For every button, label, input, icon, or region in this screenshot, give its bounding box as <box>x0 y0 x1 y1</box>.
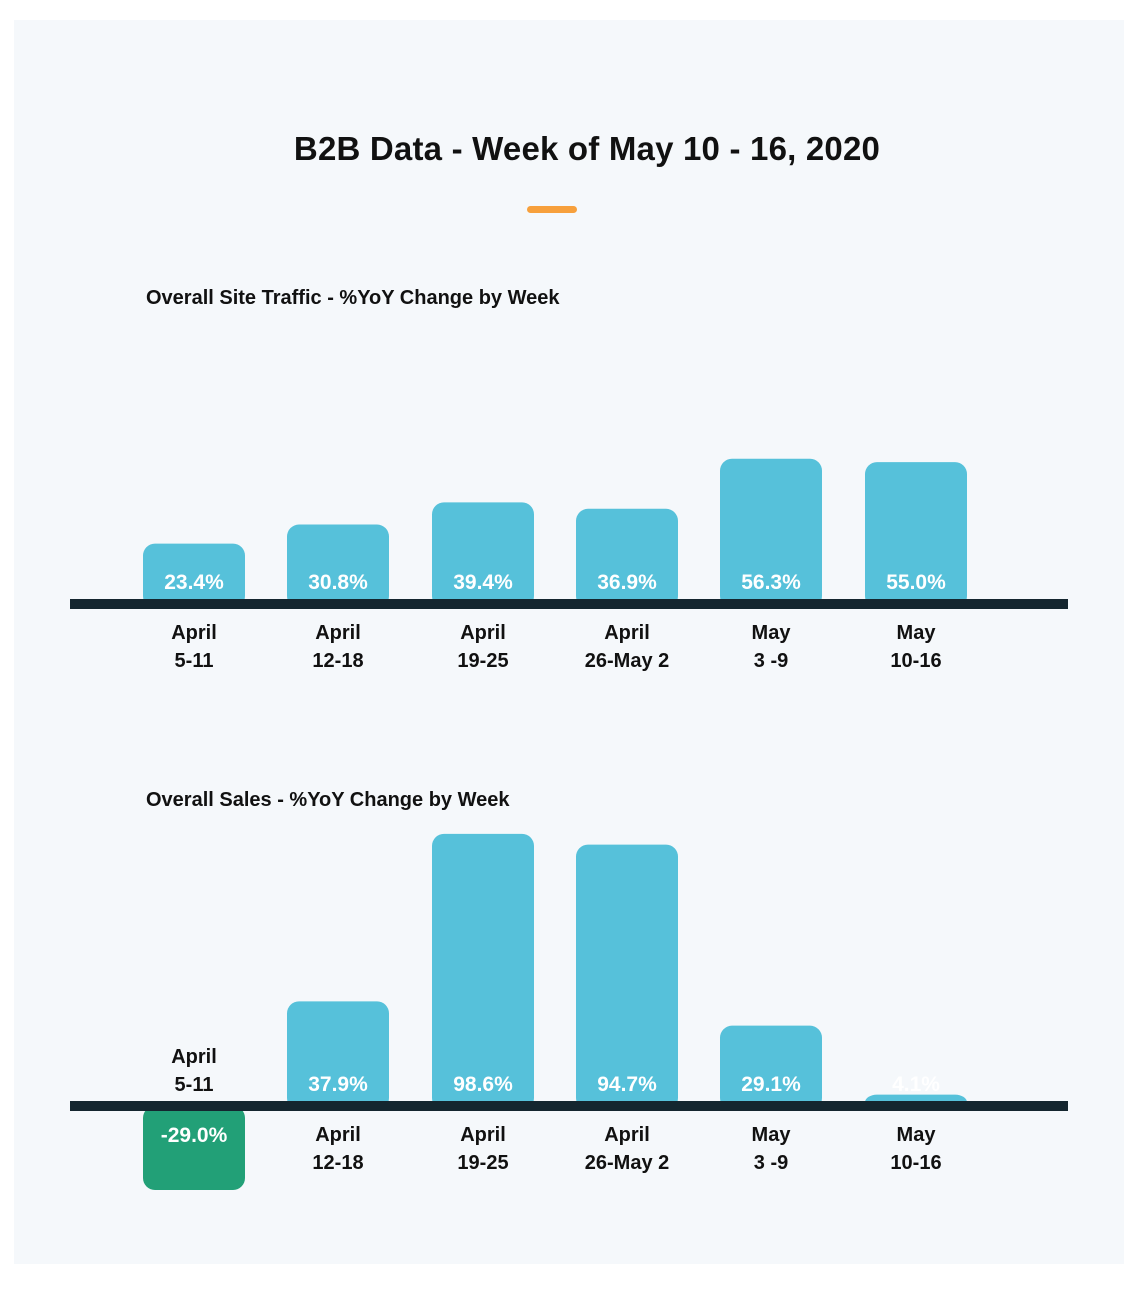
sales-tick-label-1-line-2: 5-11 <box>175 1074 214 1096</box>
sales-chart-title: Overall Sales - %YoY Change by Week <box>146 789 510 811</box>
sales-data-label-2: 37.9% <box>308 1073 368 1096</box>
sales-bar-1 <box>143 1106 245 1191</box>
traffic-axis-line <box>70 599 1068 609</box>
sales-data-label-4: 94.7% <box>597 1073 657 1096</box>
traffic-tick-label-6-line-1: May <box>897 622 937 644</box>
traffic-data-label-1: 23.4% <box>164 571 224 594</box>
sales-tick-label-2-line-2: 12-18 <box>312 1152 363 1174</box>
sales-data-label-6: 4.1% <box>892 1073 940 1096</box>
sales-axis-line <box>70 1101 1068 1111</box>
sales-bar-5 <box>720 1025 822 1110</box>
traffic-bar-3 <box>432 502 534 608</box>
chart-card <box>14 20 1124 1264</box>
traffic-tick-label-4-line-2: 26-May 2 <box>585 650 670 672</box>
traffic-tick-label-5-line-1: May <box>752 622 792 644</box>
sales-tick-label-3-line-2: 19-25 <box>457 1152 508 1174</box>
traffic-data-label-2: 30.8% <box>308 571 368 594</box>
traffic-tick-label-4-line-1: April <box>604 622 650 644</box>
traffic-tick-label-3-line-1: April <box>460 622 506 644</box>
sales-tick-label-5-line-2: 3 -9 <box>754 1152 788 1174</box>
traffic-tick-label-3-line-2: 19-25 <box>457 650 508 672</box>
traffic-tick-label-2-line-1: April <box>315 622 361 644</box>
traffic-data-label-3: 39.4% <box>453 571 513 594</box>
title-accent-bar <box>527 206 577 213</box>
traffic-tick-label-6-line-2: 10-16 <box>890 650 941 672</box>
traffic-bar-5 <box>720 458 822 608</box>
traffic-bar-6 <box>865 462 967 608</box>
sales-tick-label-5-line-1: May <box>752 1124 792 1146</box>
sales-data-label-3: 98.6% <box>453 1073 513 1096</box>
traffic-data-label-6: 55.0% <box>886 571 946 594</box>
traffic-bar-1 <box>143 543 245 608</box>
traffic-bar-4 <box>576 508 678 608</box>
sales-tick-label-6-line-2: 10-16 <box>890 1152 941 1174</box>
sales-bar-4 <box>576 844 678 1110</box>
sales-bar-2 <box>287 1001 389 1110</box>
sales-data-label-1: -29.0% <box>161 1124 228 1147</box>
traffic-tick-label-1-line-1: April <box>171 622 217 644</box>
sales-bar-3 <box>432 833 534 1110</box>
traffic-chart-title: Overall Site Traffic - %YoY Change by We… <box>146 287 560 309</box>
sales-tick-label-3-line-1: April <box>460 1124 506 1146</box>
traffic-tick-label-5-line-2: 3 -9 <box>754 650 788 672</box>
traffic-bar-2 <box>287 524 389 608</box>
traffic-data-label-5: 56.3% <box>741 571 801 594</box>
sales-tick-label-1-line-1: April <box>171 1046 217 1068</box>
sales-data-label-5: 29.1% <box>741 1073 801 1096</box>
sales-tick-label-4-line-2: 26-May 2 <box>585 1152 670 1174</box>
sales-tick-label-4-line-1: April <box>604 1124 650 1146</box>
traffic-tick-label-2-line-2: 12-18 <box>312 650 363 672</box>
traffic-data-label-4: 36.9% <box>597 571 657 594</box>
sales-tick-label-6-line-1: May <box>897 1124 937 1146</box>
traffic-tick-label-1-line-2: 5-11 <box>175 650 214 672</box>
sales-tick-label-2-line-1: April <box>315 1124 361 1146</box>
page-title: B2B Data - Week of May 10 - 16, 2020 <box>293 130 881 167</box>
